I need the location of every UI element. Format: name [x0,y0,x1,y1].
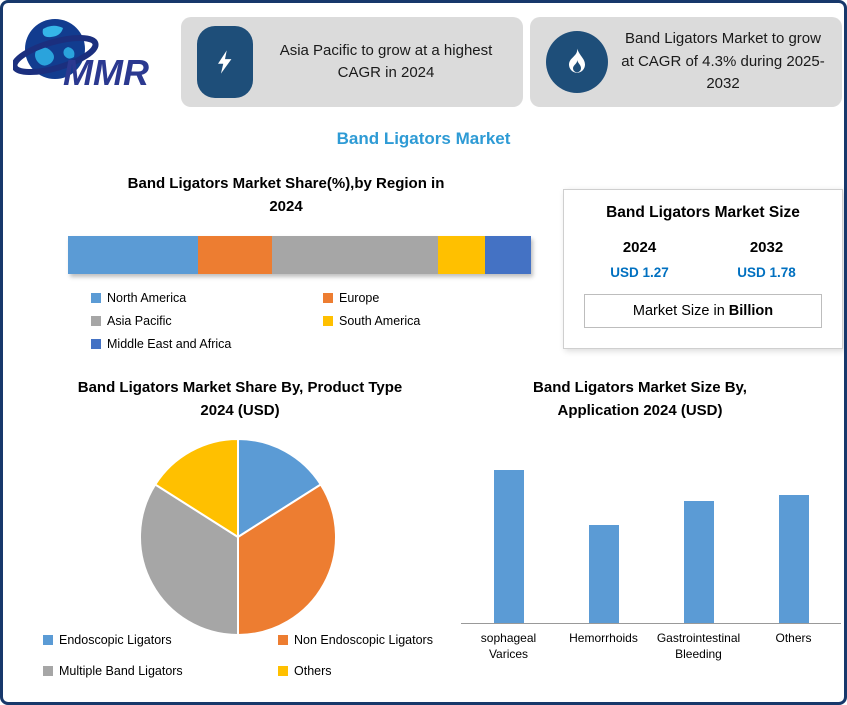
market-size-title: Band Ligators Market Size [606,204,800,221]
flame-icon [546,31,608,93]
callout-text: Band Ligators Market to grow at CAGR of … [621,30,825,93]
lightning-icon [197,26,253,98]
region-chart-title: Band Ligators Market Share(%),by Region … [127,175,445,215]
legend-swatch [43,666,53,676]
page-title: Band Ligators Market [336,129,511,148]
market-size-panel: Band Ligators Market Size 2024 2032 USD … [563,189,843,349]
globe-icon: MMR [11,19,149,93]
legend-item: Middle East and Africa [91,337,323,351]
legend-swatch [91,316,101,326]
application-bar-2 [683,500,714,623]
bar-column [461,455,556,623]
legend-swatch [43,635,53,645]
legend-label: Asia Pacific [107,314,172,328]
legend-item: North America [91,291,323,305]
bar-label: Hemorrhoids [569,631,638,645]
legend-label: Non Endoscopic Ligators [294,633,433,647]
pie-legend: Endoscopic Ligators Non Endoscopic Ligato… [43,633,473,678]
product-pie-svg [139,437,337,637]
pie-slice-3 [153,437,239,539]
region-segment-4 [484,236,531,274]
mmr-logo: MMR [11,9,178,107]
market-size-years: 2024 2032 [576,239,830,256]
bar-label: sophageal Varices [480,631,537,662]
application-labels: sophageal Varices Hemorrhoids Gastrointest… [461,630,841,662]
bar-column [651,455,746,623]
legend-label: Multiple Band Ligators [59,664,183,678]
value-2032: USD 1.78 [737,265,796,280]
note-prefix: Market Size in [632,303,729,319]
region-segment-1 [197,236,272,274]
pie-slice-0 [237,437,323,539]
application-bar-3 [778,494,809,623]
application-bars [461,455,841,624]
legend-swatch [91,339,101,349]
callout-text: Asia Pacific to grow at a highest CAGR i… [279,41,493,82]
logo-text: MMR [63,52,149,93]
market-size-note: Market Size in Billion [584,294,822,328]
year-2032-label: 2032 [749,239,784,256]
region-segment-0 [68,236,198,274]
value-2024: USD 1.27 [610,265,669,280]
legend-item: Endoscopic Ligators [43,633,278,647]
pie-slice-1 [237,483,337,637]
bar-column [746,455,841,623]
legend-swatch [323,316,333,326]
legend-label: Middle East and Africa [107,337,232,351]
bar-label: Others [775,631,812,645]
region-segment-3 [438,236,485,274]
legend-swatch [91,293,101,303]
bar-column [556,455,651,623]
legend-item: Asia Pacific [91,314,323,328]
market-size-values: USD 1.27 USD 1.78 [576,265,830,280]
region-segment-2 [271,236,439,274]
pie-chart-title: Band Ligators Market Share By, Product T… [77,379,403,419]
legend-label: Europe [339,291,380,305]
callout-cagr: Band Ligators Market to grow at CAGR of … [530,17,842,107]
legend-label: North America [107,291,187,305]
legend-label: Endoscopic Ligators [59,633,172,647]
application-bar-1 [588,525,619,623]
legend-swatch [323,293,333,303]
legend-label: Others [294,664,332,678]
legend-item: Others [278,664,473,678]
region-legend: North America Europe Asia Pacific South Ame… [91,291,521,351]
legend-item: Europe [323,291,521,305]
callout-asia-pacific: Asia Pacific to grow at a highest CAGR i… [181,17,523,107]
legend-swatch [278,666,288,676]
application-bar-0 [493,470,524,623]
legend-item: Non Endoscopic Ligators [278,633,473,647]
region-stacked-bar [68,236,531,274]
legend-item: South America [323,314,521,328]
legend-item: Multiple Band Ligators [43,664,278,678]
year-2024-label: 2024 [622,239,657,256]
legend-swatch [278,635,288,645]
note-unit: Billion [728,303,774,319]
bar-chart-title: Band Ligators Market Size By, Applicatio… [533,379,747,419]
bar-label: Gastrointestinal Bleeding [656,631,741,662]
legend-label: South America [339,314,421,328]
